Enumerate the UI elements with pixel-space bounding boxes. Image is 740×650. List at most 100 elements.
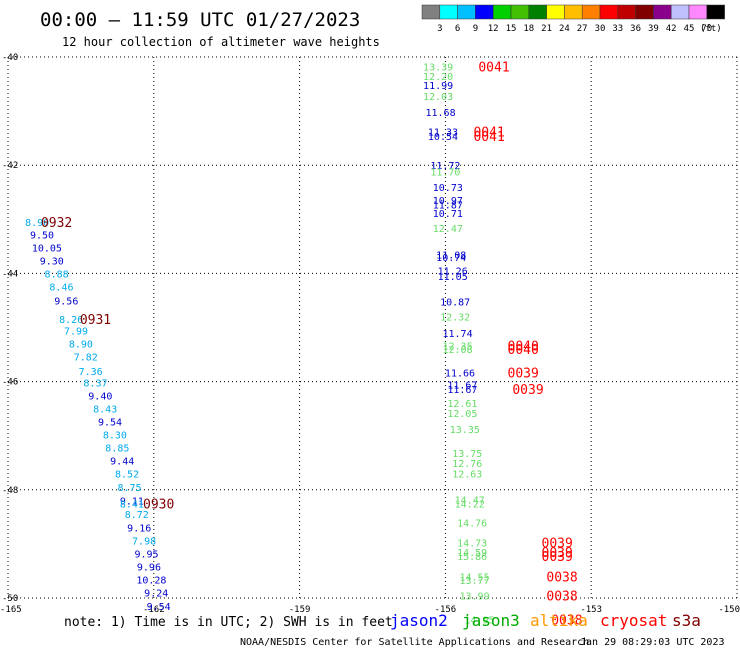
wave-height-value: 14.76: [457, 518, 487, 529]
wave-height-value: 8.90: [25, 218, 49, 229]
colorbar-swatch: [688, 4, 708, 20]
colorbar-label: 70: [701, 24, 712, 34]
y-tick-label: -48: [2, 486, 18, 496]
x-tick-label: -156: [435, 605, 457, 615]
colorbar-swatch: [706, 4, 725, 20]
y-tick-label: -46: [2, 378, 18, 388]
wave-height-value: 7.99: [64, 327, 88, 338]
wave-height-value: 8.37: [83, 379, 107, 390]
x-tick-label: -153: [580, 605, 602, 615]
wave-height-value: 14.59: [457, 548, 487, 559]
legend-jason3: jason3: [462, 611, 520, 630]
wave-height-value: 8.85: [105, 444, 129, 455]
wave-height-value: 11.26: [438, 267, 468, 278]
wave-height-value: 11.72: [430, 161, 460, 172]
wave-height-value: 12.35: [442, 341, 472, 352]
wave-height-value: 13.77: [460, 576, 490, 587]
wave-height-value: 12.47: [433, 224, 463, 235]
wave-height-value: 12.76: [452, 459, 482, 470]
time-label: 0039: [542, 546, 573, 561]
colorbar-swatch: [546, 4, 565, 20]
wave-height-value: 9.95: [134, 550, 158, 561]
colorbar-swatch: [564, 4, 583, 20]
wave-height-value: 8.43: [93, 405, 117, 416]
y-tick-label: -44: [2, 269, 18, 279]
colorbar-swatch: [439, 4, 458, 20]
colorbar-swatch: [475, 4, 494, 20]
wave-height-value: 9.11: [120, 497, 144, 508]
colorbar-label: 45: [684, 24, 695, 34]
wave-height-value: 11.68: [425, 108, 455, 119]
colorbar-swatch: [599, 4, 619, 20]
wave-height-value: 8.75: [117, 483, 141, 494]
y-tick-label: -40: [2, 53, 18, 63]
axis-tick-labels: -40 -42 -44 -46 -48 -50-165 -162 -159 -156 -153 -1…: [0, 53, 740, 615]
wave-height-value: 11.87: [433, 201, 463, 212]
wave-height-value: 10.73: [433, 183, 463, 194]
wave-height-value: 14.73: [457, 538, 487, 549]
wave-height-value: 8.41: [120, 499, 144, 510]
wave-height-value: 8.46: [49, 282, 73, 293]
colorbar-swatch: [421, 4, 441, 20]
footer-credit: NOAA/NESDIS Center for Satellite Applica…: [240, 637, 589, 648]
colorbar-label: 30: [595, 24, 606, 34]
wave-height-value: 8.90: [69, 340, 93, 351]
time-label: 0932: [41, 216, 72, 231]
wave-height-value: 9.30: [40, 256, 64, 267]
wave-height-value: 11.70: [430, 168, 460, 179]
wave-height-value: 13.39: [423, 63, 453, 74]
legend-cryosat: cryosat: [600, 611, 667, 630]
x-tick-label: -165: [0, 605, 22, 615]
colorbar-swatch: [670, 4, 690, 20]
wave-height-value: 12.08: [442, 345, 472, 356]
wave-height-value: 10.97: [433, 196, 463, 207]
wave-height-value: 12.03: [423, 92, 453, 103]
time-label: 0041: [473, 130, 504, 145]
satellite-legend: jason2 jason3 altika cryosat s3a: [390, 611, 701, 630]
wave-height-value: 9.54: [147, 602, 171, 613]
legend-altika: altika: [530, 611, 588, 630]
wave-height-value: 12.32: [440, 313, 470, 324]
x-tick-label: -150: [718, 605, 740, 615]
wave-height-value: 12.05: [447, 409, 477, 420]
y-tick-label: -42: [2, 161, 18, 171]
time-label: 0041: [478, 61, 509, 76]
wave-height-value: 7.36: [79, 367, 103, 378]
colorbar-legend: 3 6 9 12 15 18 21 24 27 30 33 36 39 42 45 70: [421, 4, 725, 34]
colorbar-label: 27: [577, 24, 588, 34]
chart-title: 00:00 – 11:59 UTC 01/27/2023: [40, 9, 360, 31]
wave-height-value: 9.56: [54, 296, 78, 307]
wave-height-value: 8.72: [125, 510, 149, 521]
time-label: 0038: [551, 614, 582, 629]
wave-height-value: 13.75: [452, 449, 482, 460]
wave-height-value: 13.99: [460, 591, 490, 602]
wave-height-value: 11.33: [428, 128, 458, 139]
wave-height-value: 11.08: [436, 250, 466, 261]
colorbar-label: 12: [488, 24, 499, 34]
time-label: 0038: [546, 570, 577, 585]
colorbar-swatch: [510, 4, 530, 20]
plot-grid: [7, 56, 738, 599]
wave-height-value: 9.40: [88, 392, 112, 403]
time-label: 0039: [542, 550, 573, 565]
wave-height-value: 11.74: [442, 329, 472, 340]
colorbar-label: 39: [648, 24, 659, 34]
colorbar-label: 33: [612, 24, 623, 34]
colorbar-label: 42: [666, 24, 677, 34]
wave-height-value: 13.35: [450, 425, 480, 436]
time-label: 0039: [542, 536, 573, 551]
wave-height-value: 9.16: [127, 524, 151, 535]
wave-height-value: 9.24: [144, 589, 168, 600]
wave-height-value: 10.05: [32, 243, 62, 254]
colorbar-label: 36: [630, 24, 641, 34]
y-tick-label: -50: [2, 594, 18, 604]
wave-height-value: 10.71: [433, 209, 463, 220]
colorbar-label: 6: [455, 24, 460, 34]
wave-height-value: 14.55: [460, 572, 490, 583]
time-label: 0040: [508, 339, 539, 354]
wave-height-value: 9.96: [137, 563, 161, 574]
wave-height-value: 7.82: [74, 353, 98, 364]
wave-height-value: 10.28: [136, 576, 166, 587]
wave-height-value: 8.26: [59, 315, 83, 326]
